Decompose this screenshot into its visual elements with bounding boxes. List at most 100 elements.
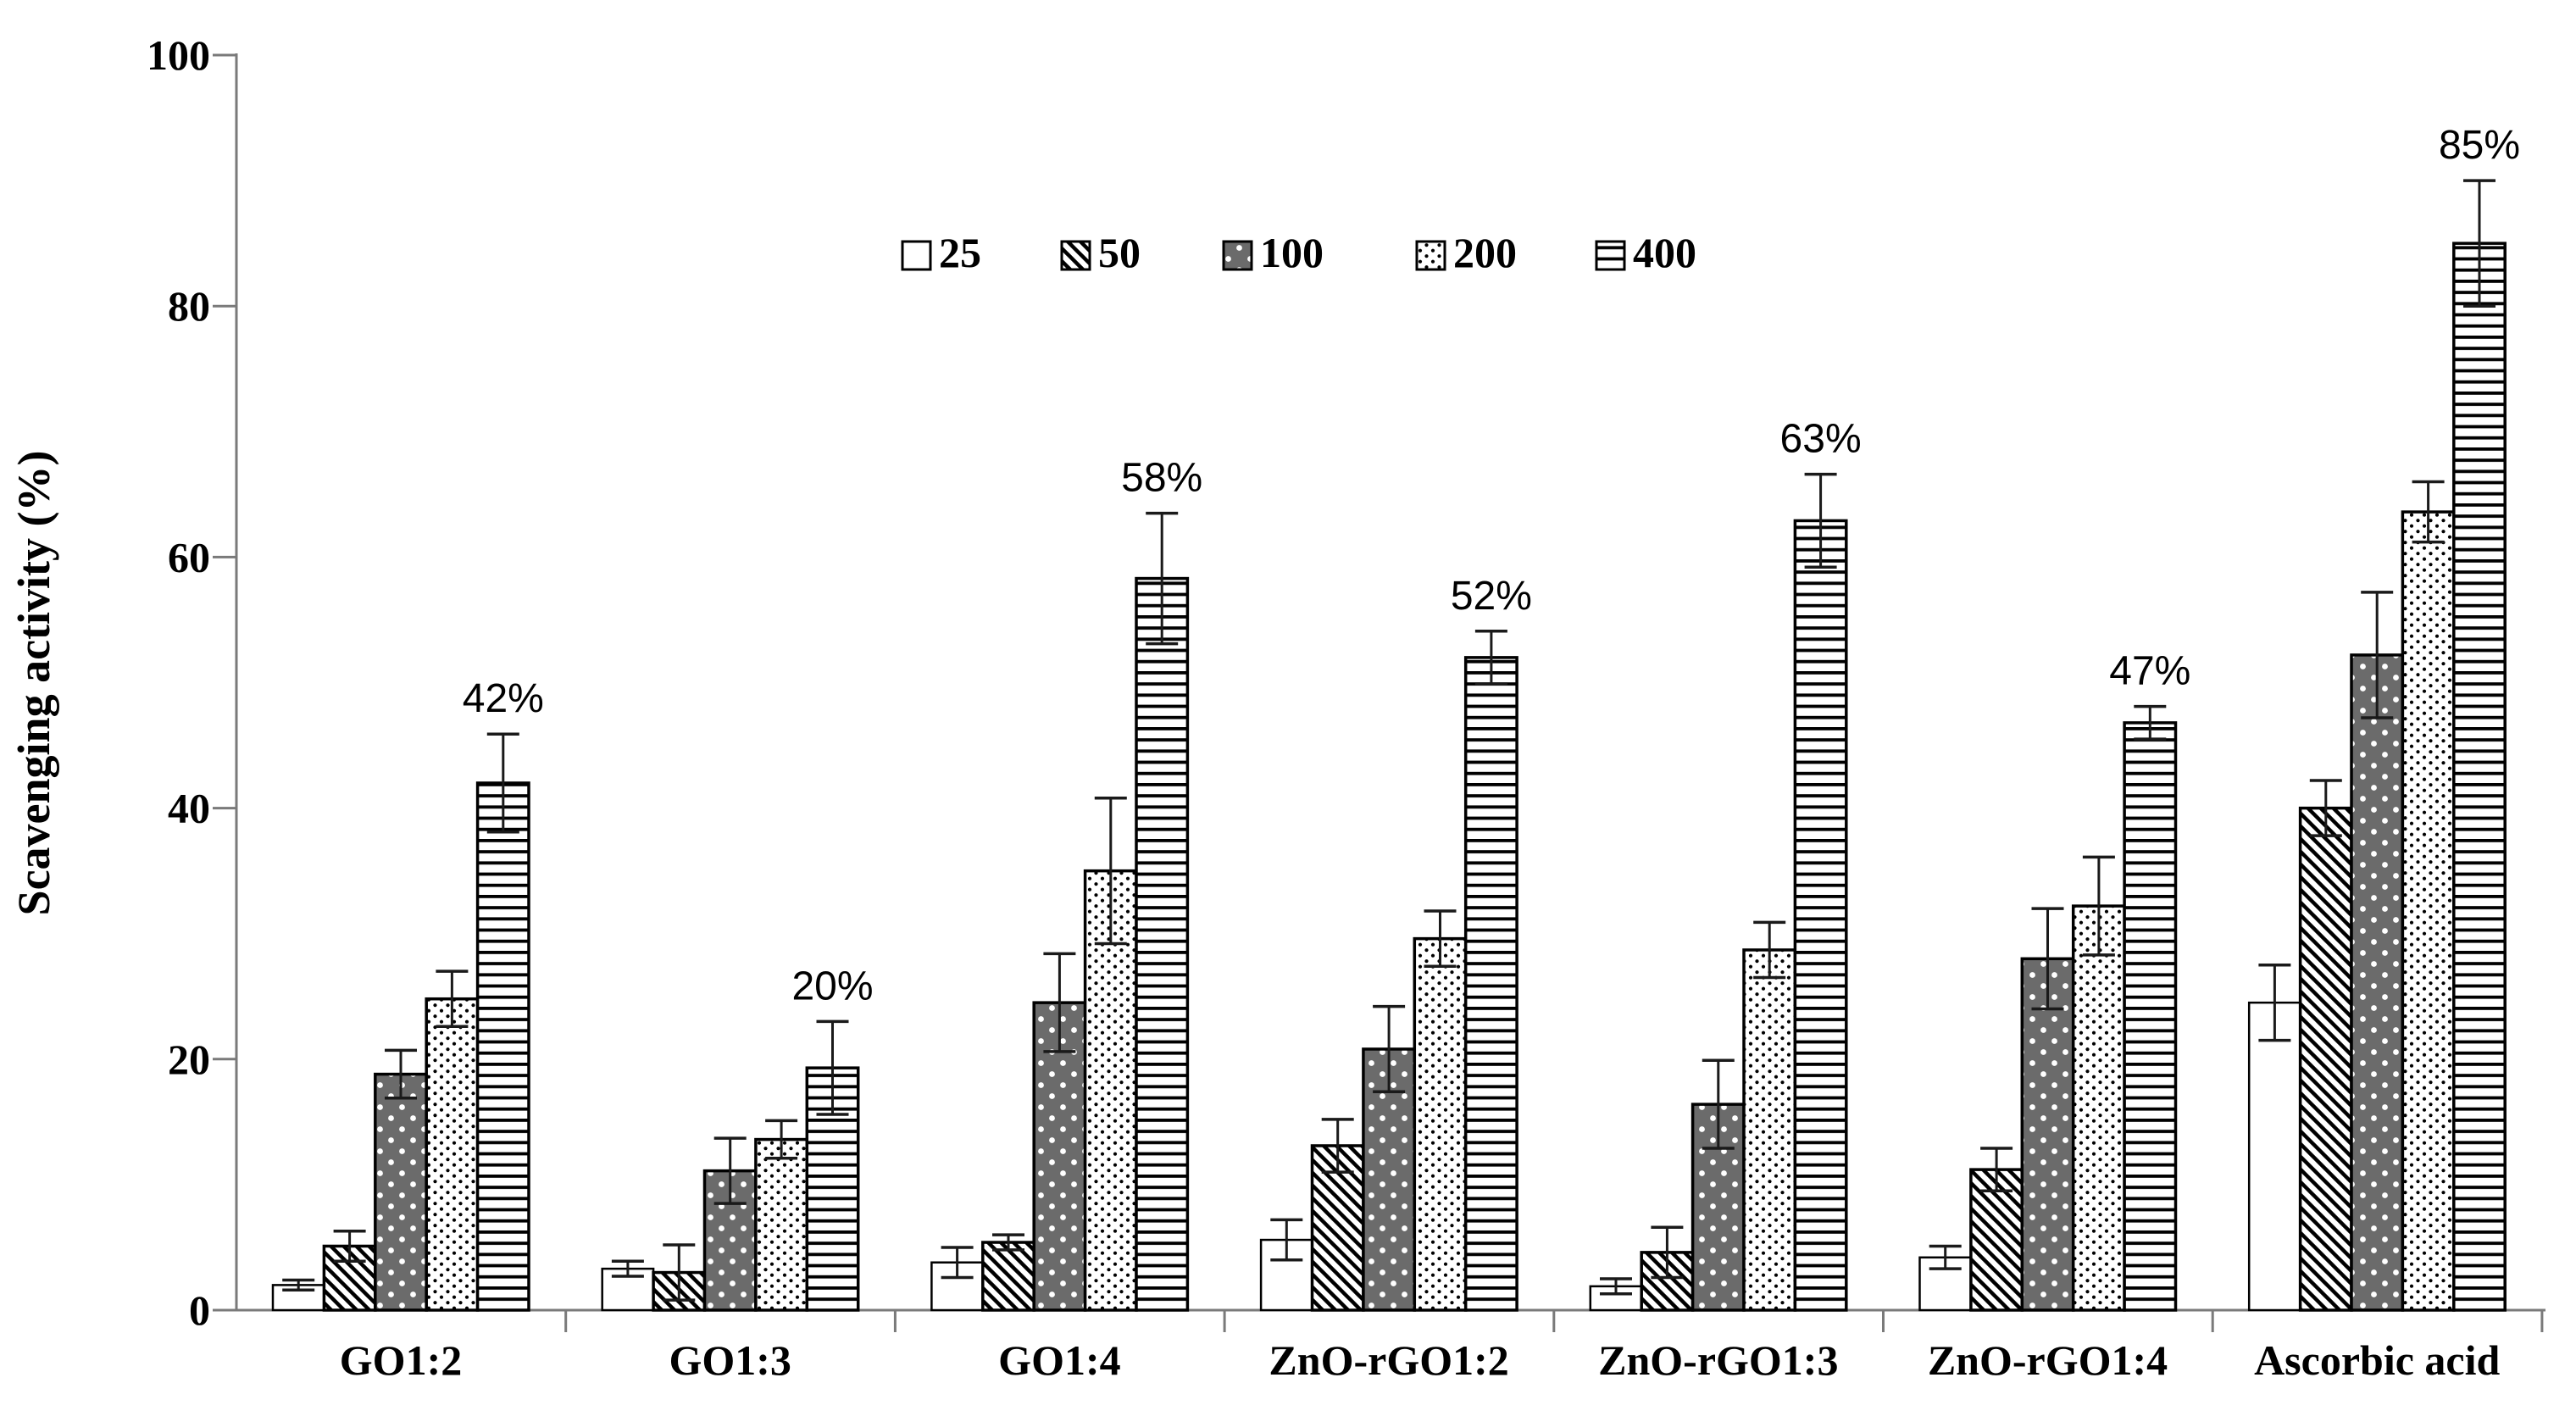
legend <box>901 240 1626 271</box>
error-bar <box>1980 1147 2013 1193</box>
legend-swatch-400 <box>1595 240 1626 271</box>
bar-400 <box>475 781 530 1312</box>
bar-value-annotation: 52% <box>1451 574 1532 619</box>
error-bar <box>765 1119 798 1160</box>
error-bar <box>1146 511 1179 646</box>
legend-label: 25 <box>939 229 981 276</box>
bar-200 <box>1742 948 1797 1312</box>
bar-200 <box>2071 904 2126 1312</box>
x-category-label: GO1:3 <box>669 1336 791 1384</box>
bar-50 <box>2298 806 2353 1312</box>
error-bar <box>1094 797 1127 946</box>
y-tick-label: 60 <box>168 533 210 580</box>
bar-200 <box>2401 510 2456 1312</box>
bar-400 <box>1135 576 1190 1312</box>
legend-item <box>1060 240 1091 271</box>
bar-value-annotation: 47% <box>2109 649 2190 694</box>
error-bar <box>2082 855 2115 957</box>
bar-group <box>930 511 1190 1312</box>
error-bar <box>1753 920 1786 980</box>
bar-group <box>1589 472 1848 1312</box>
bar-400 <box>1793 519 1848 1312</box>
error-bar <box>1043 952 1076 1053</box>
error-bar <box>941 1246 974 1280</box>
bar-50 <box>981 1241 1035 1312</box>
bar-group <box>1259 630 1518 1312</box>
legend-label: 400 <box>1633 229 1696 276</box>
bar-200 <box>754 1137 809 1312</box>
bar-value-annotation: 20% <box>791 964 873 1008</box>
y-tick-label: 0 <box>189 1286 210 1334</box>
bar-100 <box>1690 1103 1746 1312</box>
error-bar <box>2031 907 2064 1011</box>
bar-value-annotation: 42% <box>463 676 544 721</box>
error-bar <box>436 969 469 1029</box>
error-bar <box>1702 1058 1735 1150</box>
y-axis-title: Scavenging activity (%) <box>8 451 59 916</box>
bar-400 <box>2123 721 2178 1312</box>
error-bar <box>2412 480 2445 544</box>
legend-item <box>1595 240 1626 271</box>
error-bar <box>663 1243 696 1302</box>
error-bar <box>1270 1218 1303 1262</box>
bar-100 <box>2020 957 2075 1312</box>
bar-value-annotation: 63% <box>1780 417 1862 462</box>
legend-item <box>1415 240 1446 271</box>
y-tick-label: 40 <box>168 785 210 832</box>
error-bar <box>2134 704 2167 741</box>
legend-item <box>901 240 932 271</box>
x-category-label: Ascorbic acid <box>2254 1336 2500 1384</box>
error-bar <box>2258 963 2291 1042</box>
legend-swatch-50 <box>1060 240 1091 271</box>
y-tick-label: 80 <box>168 282 210 330</box>
bar-group <box>2247 179 2507 1312</box>
error-bar <box>1474 630 1507 686</box>
error-bar <box>816 1019 849 1116</box>
legend-swatch-100 <box>1222 240 1253 271</box>
legend-label: 50 <box>1098 229 1141 276</box>
error-bar <box>1804 472 1837 569</box>
bar-value-annotation: 85% <box>2439 123 2520 168</box>
bar-50 <box>1969 1168 2024 1312</box>
bar-100 <box>374 1072 428 1312</box>
legend-label: 200 <box>1453 229 1517 276</box>
error-bar <box>1651 1225 1684 1280</box>
bar-group <box>271 732 530 1312</box>
error-bar <box>385 1048 417 1100</box>
x-category-label: GO1:2 <box>340 1336 462 1384</box>
error-bar <box>333 1229 366 1263</box>
error-bar <box>1424 909 1457 968</box>
error-bar <box>611 1259 644 1278</box>
bar-value-annotation: 58% <box>1121 456 1202 501</box>
error-bar <box>2463 179 2496 308</box>
error-bar <box>1321 1118 1354 1174</box>
x-category-label: ZnO-rGO1:4 <box>1928 1336 2168 1384</box>
bar-200 <box>425 997 480 1312</box>
error-bar <box>2361 591 2394 719</box>
error-bar <box>282 1278 315 1292</box>
bar-400 <box>2452 242 2507 1312</box>
error-bar <box>992 1233 1024 1252</box>
legend-swatch-25 <box>901 240 932 271</box>
bar-400 <box>1463 656 1518 1312</box>
error-bar <box>1373 1004 1406 1094</box>
x-category-label: GO1:4 <box>998 1336 1120 1384</box>
legend-item <box>1222 240 1253 271</box>
bar-25 <box>2247 1001 2301 1312</box>
bar-100 <box>2350 653 2405 1312</box>
x-category-label: ZnO-rGO1:2 <box>1269 1336 1508 1384</box>
bar-group <box>601 1019 860 1312</box>
y-tick-label: 100 <box>147 31 210 79</box>
error-bar <box>1600 1277 1632 1296</box>
x-category-label: ZnO-rGO1:3 <box>1598 1336 1838 1384</box>
bar-group <box>1918 704 2178 1312</box>
error-bar <box>1929 1244 1962 1270</box>
error-bar <box>713 1136 747 1205</box>
bar-100 <box>1032 1001 1087 1312</box>
y-tick-label: 20 <box>168 1036 210 1083</box>
error-bar <box>2309 779 2342 837</box>
error-bar <box>486 732 519 834</box>
bar-200 <box>1413 936 1468 1312</box>
